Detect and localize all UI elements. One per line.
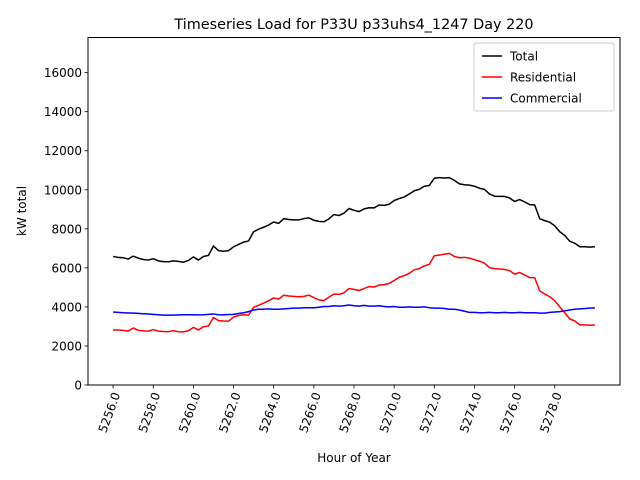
y-tick-label: 12000 <box>44 144 82 158</box>
y-tick-label: 4000 <box>51 300 82 314</box>
legend-box <box>473 42 615 112</box>
x-tick-label: 5272.0 <box>417 390 445 434</box>
legend-label-commercial: Commercial <box>510 92 582 106</box>
x-tick-label: 5258.0 <box>136 390 164 434</box>
x-tick-label: 5260.0 <box>176 390 204 434</box>
y-tick-label: 2000 <box>51 339 82 353</box>
y-tick-label: 14000 <box>44 105 82 119</box>
legend: Total Residential Commercial <box>473 42 615 112</box>
series-line-total <box>112 176 595 263</box>
y-axis-ticks: 0 2000 4000 6000 8000 10000 12000 14000 16000 <box>44 66 88 393</box>
x-tick-label: 5266.0 <box>296 390 324 434</box>
x-tick-label: 5268.0 <box>337 390 365 434</box>
x-axis-ticks: 5256.0 5258.0 5260.0 5262.0 5264.0 5266.0 5268… <box>96 385 565 435</box>
series-lines <box>112 176 595 333</box>
series-line-residential <box>113 252 595 333</box>
x-tick-label: 5278.0 <box>537 390 565 434</box>
x-tick-label: 5274.0 <box>457 390 485 434</box>
legend-label-total: Total <box>509 50 538 64</box>
x-tick-label: 5256.0 <box>96 390 124 434</box>
x-tick-label: 5276.0 <box>497 390 525 434</box>
plot-frame <box>87 37 621 386</box>
y-tick-label: 16000 <box>44 66 82 80</box>
x-tick-label: 5270.0 <box>377 390 405 434</box>
y-tick-label: 8000 <box>51 222 82 236</box>
x-tick-label: 5262.0 <box>216 390 244 434</box>
y-tick-label: 10000 <box>44 183 82 197</box>
y-axis-label: kW total <box>15 186 29 236</box>
y-tick-label: 6000 <box>51 261 82 275</box>
chart-title: Timeseries Load for P33U p33uhs4_1247 Da… <box>173 17 533 33</box>
x-axis-label: Hour of Year <box>317 451 391 465</box>
x-tick-label: 5264.0 <box>256 390 284 434</box>
legend-label-residential: Residential <box>510 71 576 85</box>
y-tick-label: 0 <box>74 379 82 393</box>
series-line-commercial <box>113 304 595 316</box>
